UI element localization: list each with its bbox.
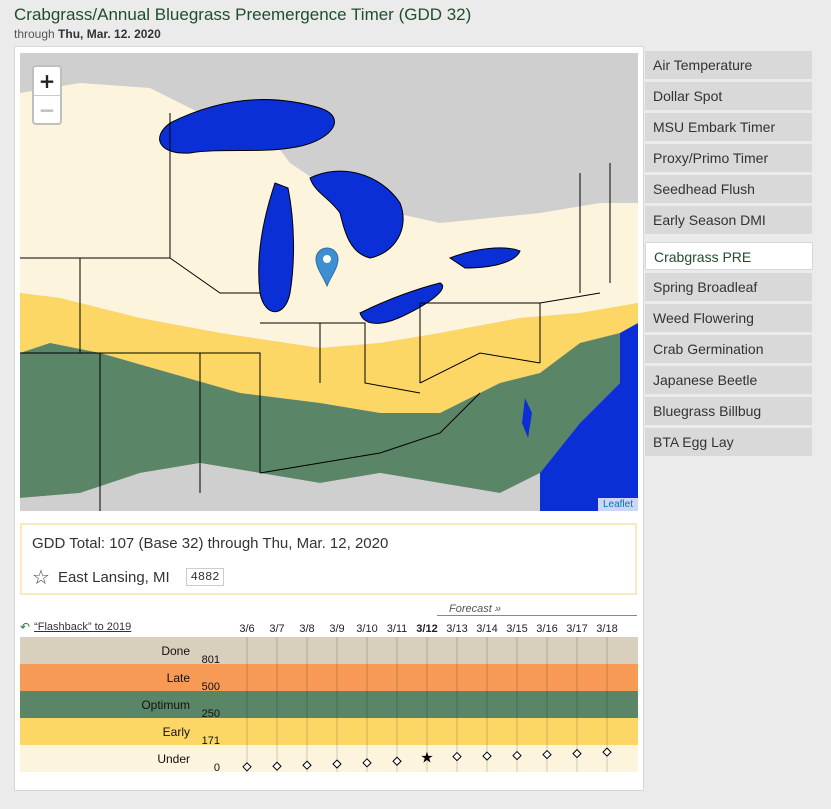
atlantic-ocean <box>540 323 638 511</box>
location-marker[interactable] <box>315 247 339 288</box>
date-tick-label: 3/11 <box>386 623 408 635</box>
sidebar-item-proxy-primo-timer[interactable]: Proxy/Primo Timer <box>645 144 812 172</box>
through-date: Thu, Mar. 12. 2020 <box>58 27 161 41</box>
band-done <box>20 637 638 664</box>
threshold-label: 500 <box>202 681 220 693</box>
sidebar-item-early-season-dmi[interactable]: Early Season DMI <box>645 206 812 234</box>
gdd-data-point <box>362 758 372 768</box>
current-day-star-marker: ★ <box>420 748 433 766</box>
map-attribution[interactable]: Leaflet <box>597 498 638 511</box>
zoom-out-button[interactable]: − <box>34 95 60 123</box>
sidebar-item-spring-broadleaf[interactable]: Spring Broadleaf <box>645 273 812 301</box>
region-nodata-south <box>20 463 540 511</box>
gdd-data-point <box>542 749 552 760</box>
gdd-data-point <box>452 751 462 762</box>
date-tick-label: 3/12 <box>416 623 438 635</box>
zip-input[interactable]: 4882 <box>185 568 225 586</box>
gdd-map[interactable]: + − Leaflet <box>20 53 638 511</box>
band-optimum <box>20 691 638 718</box>
gdd-total: GDD Total: 107 (Base 32) through Thu, Ma… <box>32 535 389 552</box>
gdd-data-point <box>392 756 402 766</box>
band-label-early: Early <box>163 725 190 739</box>
gdd-info-box: GDD Total: 107 (Base 32) through Thu, Ma… <box>20 523 637 595</box>
gdd-data-point <box>602 747 612 757</box>
date-tick-label: 3/10 <box>356 623 378 635</box>
sidebar-item-crab-germination[interactable]: Crab Germination <box>645 335 812 363</box>
date-tick-label: 3/6 <box>239 623 255 635</box>
threshold-label: 171 <box>202 735 220 747</box>
date-tick-label: 3/15 <box>506 623 528 635</box>
location-row: ☆ East Lansing, MI 4882 <box>32 565 225 589</box>
zoom-in-button[interactable]: + <box>38 69 56 93</box>
region-early <box>20 293 638 413</box>
gdd-data-point <box>482 751 492 761</box>
flashback-arrow-icon: ↶ <box>20 620 31 634</box>
band-label-under: Under <box>157 752 190 766</box>
band-label-done: Done <box>161 644 190 658</box>
state-borders <box>20 113 611 511</box>
gdd-data-point <box>302 760 312 770</box>
threshold-label: 250 <box>202 708 220 720</box>
date-tick-label: 3/13 <box>446 623 468 635</box>
date-tick-label: 3/17 <box>566 623 588 635</box>
date-tick-label: 3/9 <box>329 623 345 635</box>
date-tick-label: 3/18 <box>596 623 618 635</box>
sidebar-item-msu-embark-timer[interactable]: MSU Embark Timer <box>645 113 812 141</box>
sidebar-item-seedhead-flush[interactable]: Seedhead Flush <box>645 175 812 203</box>
threshold-label: 801 <box>202 654 220 666</box>
gdd-data-point <box>242 762 252 772</box>
date-tick-label: 3/7 <box>269 623 285 635</box>
sidebar-item-bluegrass-billbug[interactable]: Bluegrass Billbug <box>645 397 812 425</box>
band-early <box>20 718 638 745</box>
lake-superior <box>159 99 335 154</box>
gdd-data-point <box>332 759 342 769</box>
lake-huron <box>309 170 404 259</box>
zoom-control: + − <box>32 65 62 125</box>
sidebar-item-crabgrass-pre[interactable]: Crabgrass PRE <box>645 242 813 270</box>
sidebar-item-air-temperature[interactable]: Air Temperature <box>645 51 812 79</box>
page-header: Crabgrass/Annual Bluegrass Preemergence … <box>14 5 471 41</box>
flashback-link[interactable]: ↶ “Flashback” to 2019 <box>20 620 131 634</box>
gdd-chart: Done Late Optimum Early Under 801 500 250 171 0 ★ <box>20 637 638 787</box>
chesapeake-bay <box>522 398 532 438</box>
lake-erie <box>359 282 443 324</box>
date-tick-label: 3/16 <box>536 623 558 635</box>
location-name: East Lansing, MI <box>57 568 170 586</box>
gdd-data-point <box>512 750 522 761</box>
page-title: Crabgrass/Annual Bluegrass Preemergence … <box>14 5 472 24</box>
chart-svg: Done Late Optimum Early Under 801 500 250 171 0 ★ <box>20 637 638 774</box>
date-tick-label: 3/8 <box>299 623 315 635</box>
sidebar-item-dollar-spot[interactable]: Dollar Spot <box>645 82 812 110</box>
band-label-optimum: Optimum <box>141 698 190 712</box>
through-date-line: through Thu, Mar. 12. 2020 <box>14 27 471 41</box>
forecast-label: Forecast » <box>437 603 637 616</box>
through-label: through <box>14 27 55 41</box>
region-optimum <box>20 333 620 498</box>
date-tick-label: 3/14 <box>476 623 498 635</box>
sidebar-item-japanese-beetle[interactable]: Japanese Beetle <box>645 366 812 394</box>
lake-michigan <box>258 182 295 313</box>
map-graphic[interactable] <box>20 53 638 511</box>
band-under <box>20 745 638 772</box>
gdd-data-point <box>572 748 582 759</box>
threshold-label: 0 <box>214 762 220 774</box>
favorite-star-icon[interactable]: ☆ <box>32 565 50 589</box>
main-panel: + − Leaflet GDD Total: 107 (Base 32) thr… <box>14 46 644 791</box>
sidebar-item-weed-flowering[interactable]: Weed Flowering <box>645 304 812 332</box>
lake-ontario <box>448 247 521 269</box>
band-label-late: Late <box>167 671 191 685</box>
sidebar-item-bta-egg-lay[interactable]: BTA Egg Lay <box>645 428 812 456</box>
band-late <box>20 664 638 691</box>
flashback-label: “Flashback” to 2019 <box>34 621 132 633</box>
gdd-data-point <box>272 761 282 771</box>
